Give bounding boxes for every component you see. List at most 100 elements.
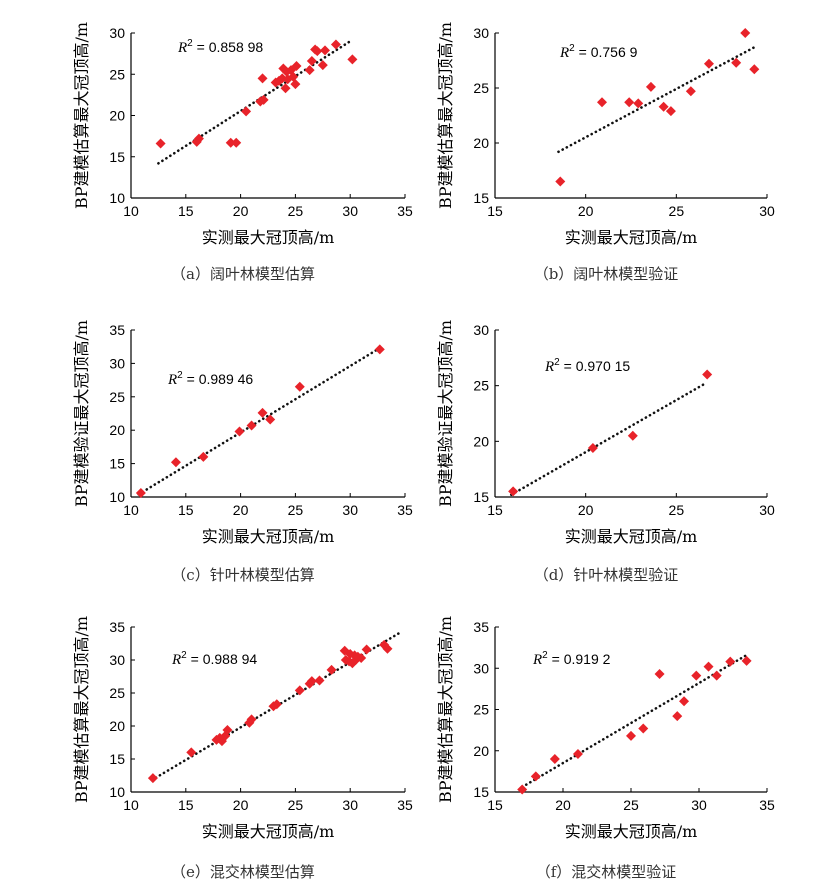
y-axis-title: BP建模估算最大冠顶高/m (436, 616, 455, 803)
data-point (193, 133, 204, 144)
r-squared-symbol: R (177, 40, 187, 56)
panel-d: 15 20 25 30 15 20 25 30 R2 = 0.970 15 实测最大冠顶高/m BP… (436, 320, 775, 584)
y-tick-label: 15 (109, 456, 125, 472)
y-axis-title: BP建模估算最大冠顶高/m (436, 22, 455, 209)
y-tick-label: 20 (473, 135, 489, 151)
data-point (356, 653, 367, 664)
y-tick-label: 25 (473, 80, 489, 96)
r-squared-label: R2 = 0.858 98 (177, 38, 263, 56)
x-tick-label: 30 (759, 502, 775, 518)
data-point (135, 487, 146, 498)
trendline (137, 346, 383, 496)
data-point (638, 723, 649, 734)
y-tick-label: 25 (109, 389, 125, 405)
data-point (288, 71, 299, 82)
trendline (520, 653, 748, 789)
y-tick-label: 20 (109, 108, 125, 124)
data-point (294, 685, 305, 696)
data-point (312, 46, 323, 57)
y-tick-label: 15 (109, 149, 125, 165)
r-squared-superscript: 2 (181, 650, 187, 661)
data-point (306, 676, 317, 687)
y-tick-label: 30 (109, 355, 125, 371)
panel-e: 10 15 20 25 30 35 10 15 20 25 30 35 R2 = 0.988 94 实测最… (72, 616, 413, 881)
r-squared-label: R2 = 0.989 46 (167, 370, 253, 388)
data-point (257, 407, 268, 418)
data-point (624, 97, 635, 108)
data-point (271, 699, 282, 710)
x-tick-label: 10 (123, 797, 139, 813)
data-point (234, 426, 245, 437)
data-point (246, 714, 257, 725)
r-squared-superscript: 2 (177, 370, 183, 381)
r-squared-value: = 0.988 94 (187, 651, 258, 667)
x-axis-title: 实测最大冠顶高/m (565, 228, 698, 247)
y-axis-title: BP建模估算最大冠顶高/m (72, 22, 91, 209)
data-point (280, 83, 291, 94)
data-point (294, 381, 305, 392)
x-tick-label: 25 (288, 502, 304, 518)
data-point (382, 643, 393, 654)
y-tick-label: 35 (473, 619, 489, 635)
y-tick-label: 25 (109, 66, 125, 82)
x-tick-label: 30 (342, 502, 358, 518)
x-tick-label: 15 (178, 203, 194, 219)
x-tick-label: 30 (759, 203, 775, 219)
data-point (347, 54, 358, 65)
data-point (572, 749, 583, 760)
data-point (627, 430, 638, 441)
data-point (711, 670, 722, 681)
data-point (685, 86, 696, 97)
r-squared-value: = 0.970 15 (560, 358, 631, 374)
data-point (326, 664, 337, 675)
y-tick-label: 30 (109, 25, 125, 41)
data-point (291, 61, 302, 71)
y-tick-label: 15 (473, 784, 489, 800)
r-squared-value: = 0.756 9 (575, 44, 638, 60)
x-tick-label: 20 (233, 203, 249, 219)
panel-c: 10 15 20 25 30 35 10 15 20 25 30 35 R2 = 0.989 46 实测最… (72, 320, 413, 584)
x-tick-label: 25 (623, 797, 639, 813)
data-point (265, 414, 276, 425)
y-tick-label: 25 (109, 685, 125, 701)
data-point (702, 369, 713, 380)
r-squared-value: = 0.919 2 (548, 651, 611, 667)
data-point (314, 675, 325, 686)
x-tick-label: 15 (178, 797, 194, 813)
y-tick-label: 10 (109, 489, 125, 505)
panel-caption: （d）针叶林模型验证 (534, 566, 679, 584)
data-point (645, 81, 656, 92)
y-tick-label: 25 (473, 702, 489, 718)
data-point (658, 101, 669, 112)
data-point (170, 457, 181, 468)
x-tick-label: 35 (397, 203, 413, 219)
r-squared-label: R2 = 0.756 9 (559, 43, 638, 61)
r-squared-value: = 0.989 46 (183, 371, 254, 387)
x-tick-label: 35 (397, 797, 413, 813)
trendline (157, 39, 352, 165)
data-point (672, 711, 683, 722)
data-point (257, 73, 268, 84)
panel-f: 15 20 25 30 35 15 20 25 30 35 R2 = 0.919 2 实测最大冠顶高/… (436, 616, 775, 881)
y-tick-label: 30 (109, 652, 125, 668)
y-tick-label: 20 (109, 718, 125, 734)
x-tick-label: 20 (578, 203, 594, 219)
data-point (306, 56, 317, 67)
data-point (703, 58, 714, 69)
r-squared-label: R2 = 0.988 94 (171, 650, 257, 668)
x-tick-label: 25 (288, 797, 304, 813)
data-point (626, 730, 636, 741)
x-tick-label: 30 (691, 797, 707, 813)
r-squared-symbol: R (532, 652, 542, 668)
data-point (741, 655, 752, 666)
panel-caption: （f）混交林模型验证 (536, 863, 677, 881)
data-point (304, 65, 315, 76)
data-point (731, 57, 742, 68)
data-point (147, 773, 158, 784)
panel-a: 10 15 20 25 30 35 10 15 20 25 30 R2 = 0.858 98 实测最大冠… (72, 22, 413, 283)
data-point (508, 486, 519, 497)
r-squared-symbol: R (171, 652, 181, 668)
data-point (749, 64, 760, 75)
y-tick-label: 30 (473, 322, 489, 338)
data-point (241, 106, 252, 117)
